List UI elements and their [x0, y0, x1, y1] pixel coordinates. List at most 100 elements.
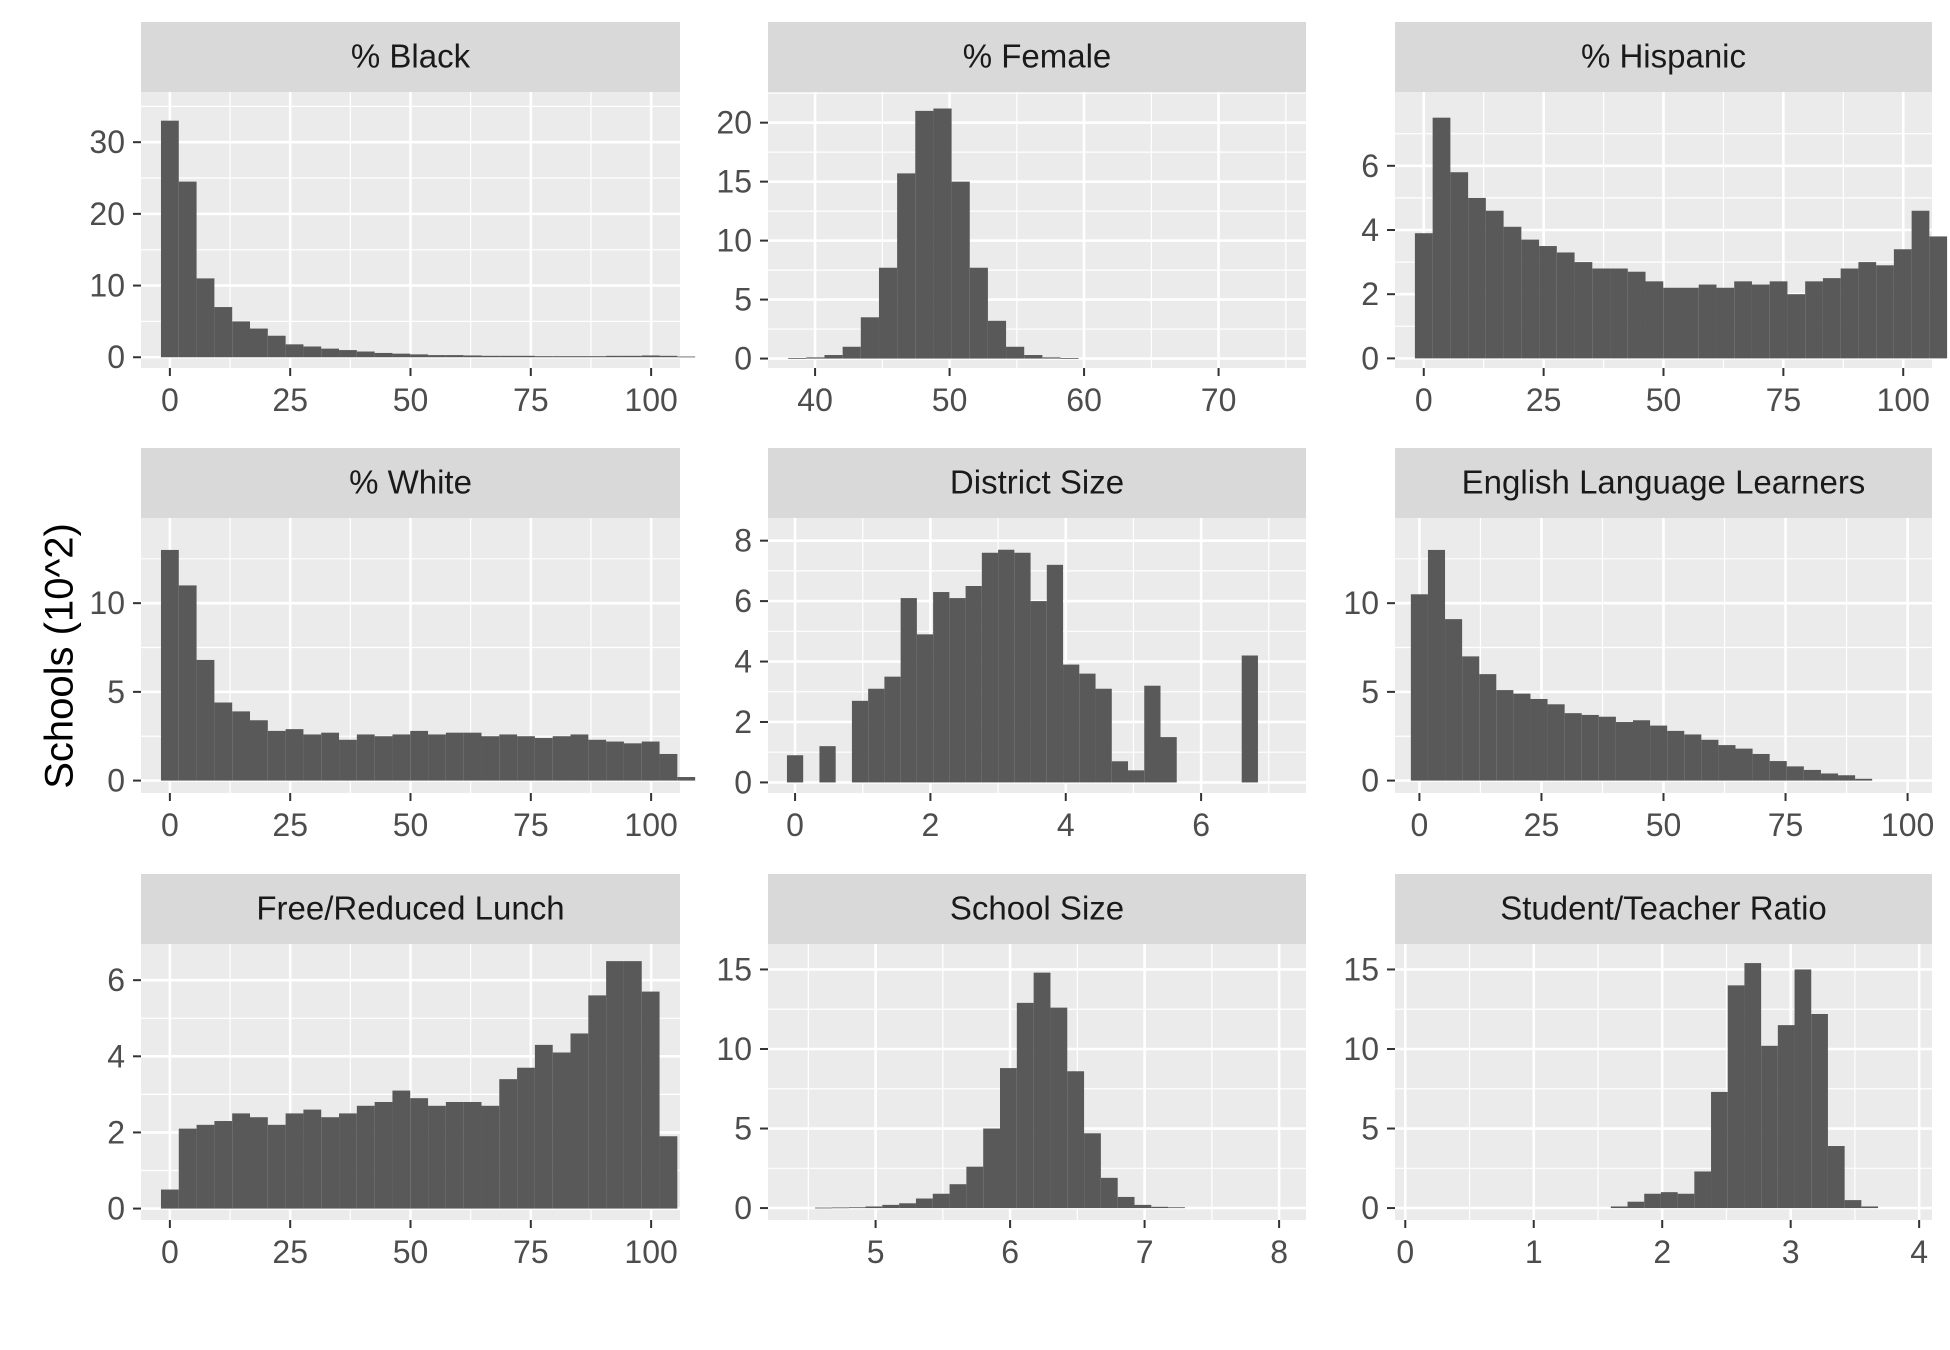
y-tick-label: 15: [1343, 951, 1379, 987]
histogram-bar: [232, 711, 251, 781]
histogram-bar: [232, 321, 251, 358]
y-tick-label: 15: [716, 164, 752, 200]
histogram-bar: [1803, 769, 1821, 781]
histogram-bar: [659, 355, 678, 358]
x-tick-label: 100: [624, 807, 677, 843]
facet-white: % White 0 25 50 75 100 0 5 10: [89, 448, 696, 843]
histogram-bar: [932, 1193, 950, 1209]
histogram-bar: [1581, 714, 1599, 781]
histogram-bar: [1144, 685, 1161, 783]
histogram-bar: [214, 307, 233, 358]
histogram-bar: [1610, 1206, 1628, 1209]
y-tick-label: 10: [1343, 1031, 1379, 1067]
histogram-bar: [356, 1105, 375, 1209]
histogram-bar: [1684, 734, 1702, 781]
histogram-bar: [884, 676, 901, 783]
histogram-bar: [915, 110, 934, 359]
x-tick-label: 1: [1525, 1234, 1543, 1270]
y-tick-label: 2: [734, 704, 752, 740]
histogram-bar: [410, 730, 429, 781]
y-tick-label: 4: [107, 1038, 125, 1074]
histogram-bar: [1769, 761, 1787, 781]
facet-free-reduced-lunch: Free/Reduced Lunch 0 25 50 75 100 0 2 4 6: [107, 874, 680, 1270]
histogram-bar: [1042, 357, 1061, 359]
histogram-bar: [623, 961, 642, 1209]
facet-school-size: School Size 5 6 7 8 0 5 10 15: [716, 874, 1306, 1270]
histogram-bar: [1006, 346, 1025, 359]
x-tick-label: 100: [1877, 382, 1930, 418]
histogram-bar: [499, 1079, 518, 1209]
x-tick-label: 50: [1646, 382, 1682, 418]
histogram-bar: [374, 352, 393, 358]
x-tick-label: 25: [272, 382, 308, 418]
histogram-bar: [1820, 773, 1839, 781]
facet-title: % Female: [963, 38, 1112, 75]
histogram-bar: [1100, 1177, 1118, 1209]
y-tick-label: 0: [1361, 1190, 1379, 1226]
histogram-bar: [1893, 249, 1912, 359]
histogram-bar: [160, 1189, 179, 1209]
histogram-bar: [1117, 1196, 1135, 1209]
facet-title: School Size: [950, 890, 1124, 927]
histogram-bar: [1134, 1204, 1152, 1209]
histogram-bar: [481, 355, 500, 358]
histogram-bar: [1168, 1207, 1185, 1209]
histogram-bar: [481, 736, 500, 781]
histogram-bar: [1513, 693, 1531, 781]
histogram-bar: [463, 732, 482, 781]
histogram-bar: [806, 357, 825, 359]
histogram-bar: [1564, 713, 1582, 781]
x-tick-label: 6: [1001, 1234, 1019, 1270]
histogram-bar: [1734, 281, 1752, 359]
x-tick-label: 50: [393, 1234, 429, 1270]
histogram-bar: [1777, 1025, 1795, 1209]
histogram-bar: [786, 755, 804, 783]
histogram-bar: [1677, 1193, 1695, 1209]
histogram-bar: [1521, 239, 1540, 359]
histogram-bar: [933, 108, 952, 359]
x-tick-label: 5: [867, 1234, 885, 1270]
histogram-bar: [250, 1117, 268, 1209]
x-tick-label: 50: [393, 382, 429, 418]
x-tick-label: 6: [1192, 807, 1210, 843]
histogram-bar: [196, 659, 215, 781]
histogram-bar: [623, 743, 642, 781]
x-tick-label: 8: [1270, 1234, 1288, 1270]
histogram-bar: [392, 734, 411, 781]
histogram-bar: [1503, 226, 1522, 359]
x-tick-label: 3: [1782, 1234, 1800, 1270]
histogram-bar: [267, 1124, 286, 1209]
histogram-bar: [285, 729, 304, 781]
histogram-bar: [1855, 778, 1873, 781]
y-tick-label: 0: [1361, 340, 1379, 376]
facet-strip: [1395, 22, 1932, 92]
histogram-bar: [1414, 233, 1433, 359]
histogram-bar: [900, 598, 917, 783]
histogram-bar: [1496, 690, 1514, 781]
x-tick-label: 0: [1411, 807, 1429, 843]
histogram-bar: [1667, 730, 1685, 781]
histogram-bar: [1650, 725, 1668, 781]
histogram-bar: [410, 354, 429, 358]
histogram-bar: [1627, 271, 1646, 359]
histogram-bar: [981, 552, 999, 783]
histogram-bar: [915, 1198, 933, 1209]
histogram-bar: [178, 585, 197, 781]
x-tick-label: 0: [161, 1234, 179, 1270]
histogram-bar: [303, 1109, 322, 1209]
histogram-bar: [1450, 172, 1469, 359]
y-tick-label: 6: [1361, 148, 1379, 184]
histogram-bar: [1160, 737, 1177, 783]
histogram-bar: [374, 736, 393, 781]
y-tick-label: 6: [734, 583, 752, 619]
histogram-bar: [949, 1184, 967, 1209]
histogram-bar: [1556, 252, 1575, 359]
x-tick-label: 0: [1415, 382, 1433, 418]
histogram-bar: [899, 1203, 916, 1209]
histogram-bar: [1128, 770, 1145, 783]
histogram-bar: [570, 1033, 589, 1209]
histogram-bar: [1698, 284, 1717, 359]
histogram-bar: [196, 1124, 215, 1209]
